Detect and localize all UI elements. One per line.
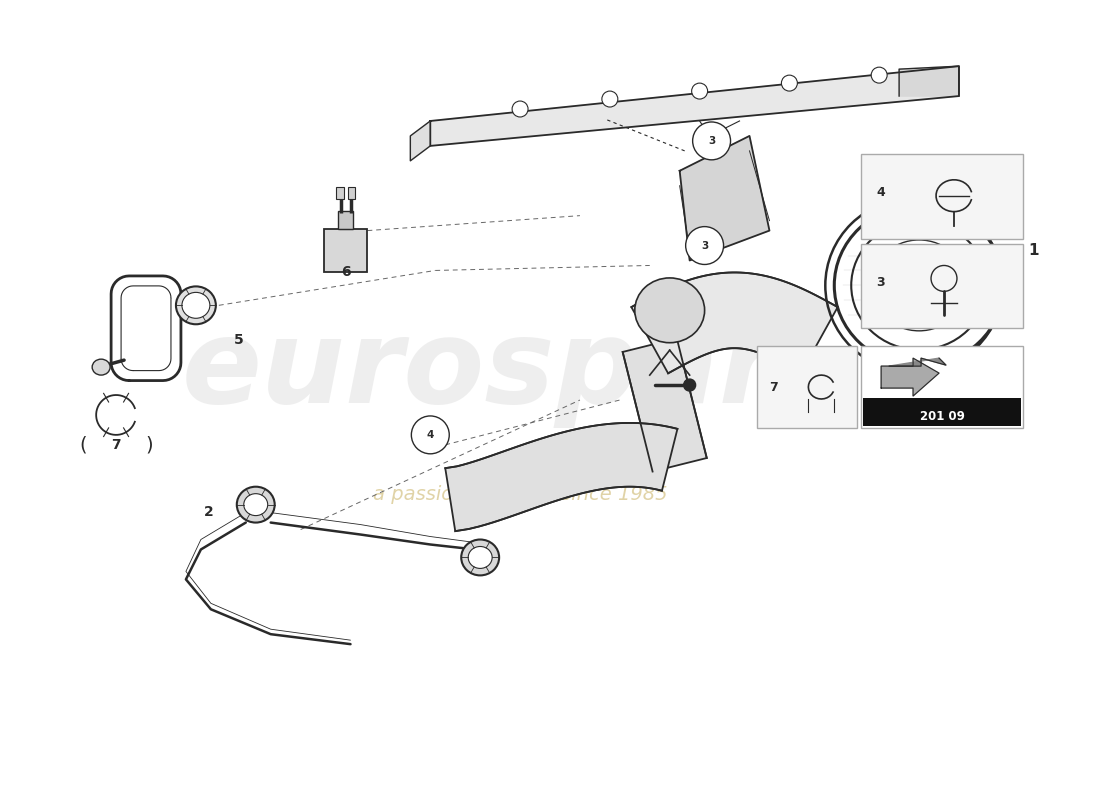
- Ellipse shape: [176, 286, 216, 324]
- PathPatch shape: [631, 273, 838, 374]
- Ellipse shape: [635, 278, 705, 342]
- Circle shape: [602, 91, 618, 107]
- Bar: [864, 398, 1021, 426]
- Text: eurospar: eurospar: [183, 313, 778, 428]
- Bar: [861, 154, 1023, 238]
- Bar: [336, 186, 343, 198]
- Polygon shape: [430, 66, 959, 146]
- Text: 5: 5: [234, 334, 244, 347]
- Text: 4: 4: [427, 430, 434, 440]
- Ellipse shape: [182, 292, 210, 318]
- Circle shape: [411, 416, 449, 454]
- Ellipse shape: [244, 494, 267, 515]
- Polygon shape: [881, 358, 939, 396]
- Circle shape: [781, 75, 798, 91]
- Circle shape: [513, 101, 528, 117]
- Ellipse shape: [236, 486, 275, 522]
- Text: 7: 7: [111, 438, 121, 452]
- Bar: [758, 346, 857, 428]
- Circle shape: [871, 67, 887, 83]
- PathPatch shape: [446, 423, 678, 531]
- Text: a passion for parts since 1985: a passion for parts since 1985: [373, 485, 668, 504]
- Circle shape: [693, 122, 730, 160]
- Text: 3: 3: [701, 241, 708, 250]
- PathPatch shape: [623, 338, 707, 471]
- Text: 4: 4: [877, 186, 884, 199]
- Bar: [861, 346, 1023, 428]
- Text: 6: 6: [341, 266, 350, 279]
- Ellipse shape: [469, 546, 492, 569]
- Text: (: (: [79, 435, 87, 454]
- Polygon shape: [410, 121, 430, 161]
- Text: ): ): [145, 435, 153, 454]
- Ellipse shape: [92, 359, 110, 375]
- Polygon shape: [680, 136, 769, 261]
- Text: 201 09: 201 09: [920, 410, 965, 423]
- Circle shape: [692, 83, 707, 99]
- Text: 7: 7: [769, 381, 778, 394]
- Polygon shape: [889, 358, 946, 366]
- Text: 2: 2: [204, 505, 213, 518]
- Ellipse shape: [461, 539, 499, 575]
- Text: 3: 3: [708, 136, 715, 146]
- Bar: [323, 229, 367, 273]
- Circle shape: [684, 379, 695, 391]
- Bar: [348, 186, 355, 198]
- Bar: [861, 243, 1023, 328]
- Text: 3: 3: [877, 276, 884, 289]
- Bar: [338, 210, 353, 229]
- Polygon shape: [899, 66, 959, 96]
- Circle shape: [685, 226, 724, 265]
- Text: 1: 1: [1028, 243, 1040, 258]
